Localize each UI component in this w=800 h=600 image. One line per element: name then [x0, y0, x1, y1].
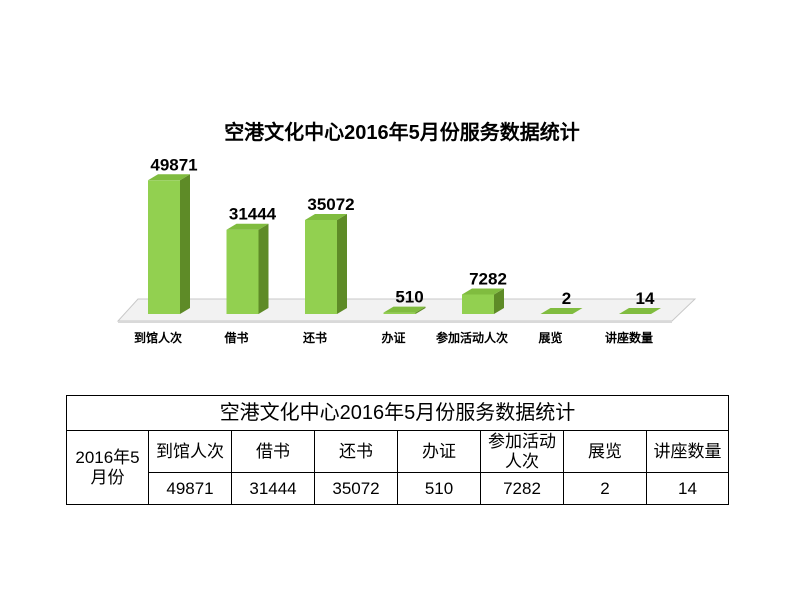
data-label: 2: [562, 289, 571, 308]
header-cell: 讲座数量: [646, 430, 729, 473]
chart-bar: [226, 223, 269, 314]
header-label: 讲座数量: [653, 441, 722, 461]
header-label: 借书: [256, 441, 290, 461]
bar-top-face: [383, 306, 426, 313]
header-cell: 展览: [563, 430, 647, 473]
bar-side-face: [180, 174, 190, 314]
value-cell: 14: [646, 472, 729, 505]
chart-bar: [462, 288, 504, 314]
bar-front-face: [383, 312, 416, 314]
bar-side-face: [258, 223, 269, 314]
bar-chart: 空港文化中心2016年5月份服务数据统计 49871 31444 35072 510 7…: [116, 120, 697, 345]
category-label: 还书: [302, 330, 327, 345]
value-cell: 7282: [480, 472, 564, 505]
row-header-cell: 2016年5月份: [66, 430, 149, 505]
bar-front-face: [305, 220, 337, 314]
category-label: 展览: [538, 330, 562, 345]
value-cell: 31444: [231, 472, 315, 505]
bar-top-face: [540, 308, 583, 314]
chart-bar: [383, 306, 426, 314]
bar-top-face: [148, 174, 190, 181]
bar-top-face: [462, 288, 504, 295]
bar-top-face: [226, 223, 269, 230]
bar-front-face: [148, 180, 180, 314]
value-cell: 35072: [314, 472, 398, 505]
header-label: 展览: [588, 441, 622, 461]
header-cell: 到馆人次: [148, 430, 232, 473]
bar-side-face: [494, 288, 504, 314]
chart-category-labels: 到馆人次 借书 还书 办证 参加活动人次 展览 讲座数量: [134, 330, 653, 345]
row-header-label: 2016年5月份: [75, 447, 140, 487]
header-label: 参加活动人次: [488, 431, 556, 471]
category-label: 参加活动人次: [436, 330, 508, 345]
data-label: 14: [636, 289, 655, 308]
header-label: 还书: [339, 441, 373, 461]
chart-title: 空港文化中心2016年5月份服务数据统计: [224, 120, 580, 144]
header-cell: 还书: [314, 430, 398, 473]
header-cell: 借书: [231, 430, 315, 473]
stats-table: 空港文化中心2016年5月份服务数据统计 2016年5月份 到馆人次 借书 还书…: [66, 395, 729, 505]
data-label: 49871: [150, 155, 197, 174]
table-title: 空港文化中心2016年5月份服务数据统计: [66, 395, 729, 431]
chart-data-labels: 49871 31444 35072 510 7282 2 14: [150, 155, 655, 308]
category-label: 办证: [381, 330, 405, 345]
bar-side-face: [337, 214, 347, 314]
header-cell: 参加活动人次: [480, 430, 564, 473]
bar-top-face: [305, 214, 347, 220]
bar-front-face: [226, 229, 259, 314]
category-label: 讲座数量: [605, 330, 653, 345]
chart-bars: [148, 174, 661, 315]
value-cell: 49871: [148, 472, 232, 505]
header-label: 办证: [422, 441, 456, 461]
category-label: 借书: [223, 330, 248, 345]
data-label: 35072: [307, 195, 354, 214]
chart-bar: [540, 308, 583, 315]
bar-side-face: [415, 306, 426, 314]
header-cell: 办证: [397, 430, 481, 473]
chart-bar: [619, 308, 661, 314]
value-cell: 510: [397, 472, 481, 505]
data-label: 510: [395, 288, 423, 307]
value-cell: 2: [563, 472, 647, 505]
data-label: 31444: [229, 205, 277, 224]
floor-front-edge: [118, 321, 672, 323]
bar-front-face: [462, 294, 494, 314]
chart-bar: [148, 174, 190, 314]
header-label: 到馆人次: [156, 441, 224, 461]
data-label: 7282: [469, 269, 507, 288]
bar-top-face: [619, 308, 661, 314]
category-label: 到馆人次: [134, 330, 182, 345]
chart-bar: [305, 214, 347, 314]
